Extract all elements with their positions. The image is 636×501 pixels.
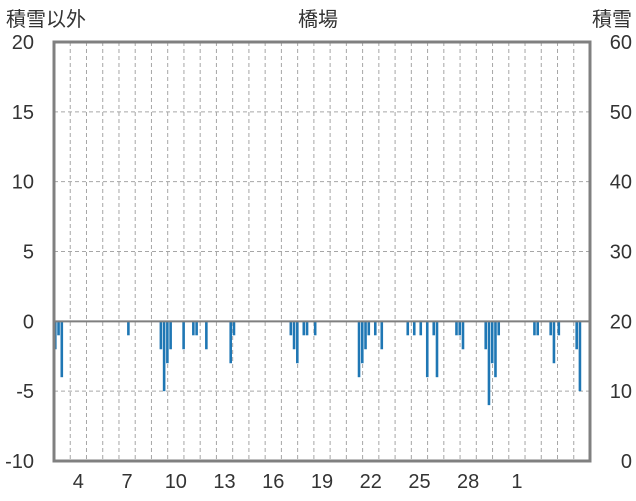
x-tick-label: 7 — [122, 471, 133, 493]
bar — [557, 321, 561, 336]
bar — [461, 321, 465, 350]
bar — [536, 321, 539, 336]
bar — [455, 321, 458, 336]
bar — [406, 321, 410, 336]
x-tick-label: 10 — [165, 471, 187, 493]
x-tick-label: 4 — [73, 471, 84, 493]
right-tick-label: 50 — [610, 102, 632, 124]
left-tick-label: 5 — [23, 242, 34, 264]
right-axis-label: 積雪 — [592, 7, 632, 31]
bar — [494, 321, 497, 378]
x-tick-label: 1 — [511, 471, 522, 493]
left-tick-label: 10 — [12, 172, 34, 194]
left-tick-label: -10 — [5, 451, 34, 473]
bar — [166, 321, 169, 364]
chart-title: 橋場 — [298, 7, 338, 31]
bar — [357, 321, 361, 378]
left-tick-label: 20 — [12, 32, 34, 54]
bar — [497, 321, 501, 336]
bar — [552, 321, 556, 364]
bar — [533, 321, 536, 336]
bar — [484, 321, 488, 350]
right-tick-label: 20 — [610, 311, 632, 333]
bar — [380, 321, 384, 350]
bar — [412, 321, 416, 336]
bar — [302, 321, 306, 336]
bar — [432, 321, 436, 336]
bar — [419, 321, 423, 336]
x-tick-label: 28 — [457, 471, 479, 493]
x-axis-ticks: 4 7 10 13 16 19 22 25 28 1 — [73, 471, 523, 493]
right-tick-label: 40 — [610, 172, 632, 194]
bar — [192, 321, 195, 336]
bar — [575, 321, 578, 350]
bar — [296, 321, 299, 364]
bar — [289, 321, 293, 336]
plot-frame — [52, 40, 592, 463]
bar — [364, 321, 367, 350]
bar — [60, 321, 64, 378]
bar — [458, 321, 462, 336]
x-tick-label: 16 — [262, 471, 284, 493]
right-tick-label: 10 — [610, 381, 632, 403]
bars — [54, 321, 582, 406]
bar — [578, 321, 582, 392]
bar — [229, 321, 233, 364]
bar — [195, 321, 198, 336]
bar — [367, 321, 371, 336]
bar — [205, 321, 208, 350]
bar — [360, 321, 364, 364]
bar — [490, 321, 494, 364]
right-tick-label: 30 — [610, 242, 632, 264]
bar — [162, 321, 166, 392]
bar — [182, 321, 185, 350]
x-tick-label: 22 — [360, 471, 382, 493]
bar — [487, 321, 491, 406]
bar — [305, 321, 309, 336]
left-tick-label: 0 — [23, 311, 34, 333]
right-axis-ticks: 60 50 40 30 20 10 0 — [610, 32, 632, 473]
x-tick-label: 13 — [213, 471, 235, 493]
bar — [57, 321, 60, 336]
bar — [169, 321, 172, 350]
bar — [313, 321, 317, 336]
bar — [232, 321, 236, 336]
bar — [373, 321, 377, 336]
left-axis-ticks: 20 15 10 5 0 -5 -10 — [5, 32, 34, 473]
bar — [549, 321, 552, 336]
left-tick-label: 15 — [12, 102, 34, 124]
bar — [435, 321, 439, 378]
x-tick-label: 19 — [311, 471, 333, 493]
bar — [292, 321, 296, 350]
right-tick-label: 60 — [610, 32, 632, 54]
grid — [54, 42, 590, 461]
bar — [127, 321, 130, 336]
left-tick-label: -5 — [16, 381, 34, 403]
left-axis-label: 積雪以外 — [6, 7, 86, 31]
right-tick-label: 0 — [621, 451, 632, 473]
bar — [159, 321, 163, 350]
x-tick-label: 25 — [408, 471, 430, 493]
bar — [425, 321, 429, 378]
